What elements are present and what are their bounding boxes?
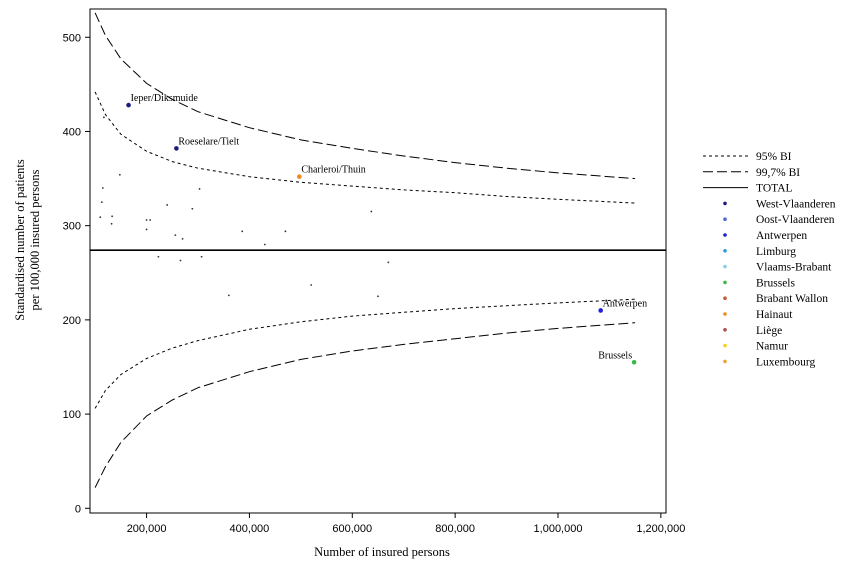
legend-label-antwerpen: Antwerpen xyxy=(756,230,807,242)
legend-swatch-west-vlaanderen xyxy=(723,201,727,206)
band-95-upper xyxy=(94,91,636,204)
data-point xyxy=(99,216,102,219)
data-point xyxy=(145,219,148,221)
legend-swatch-hainaut xyxy=(723,312,727,316)
y-tick-label: 300 xyxy=(63,221,81,233)
x-axis-title: Number of insured persons xyxy=(314,545,450,559)
annotation-antwerpen: Antwerpen xyxy=(603,298,647,309)
legend-label-namur: Namur xyxy=(756,341,788,353)
data-point xyxy=(149,219,152,221)
legend-label-hainaut: Hainaut xyxy=(756,309,793,321)
y-axis-title-line-2: per 100,000 insured persons xyxy=(28,169,42,310)
legend-label-total: TOTAL xyxy=(756,183,793,195)
point-roeselare-tielt xyxy=(174,146,179,151)
legend-label-brabant-wallon: Brabant Wallon xyxy=(756,293,828,305)
data-point xyxy=(377,295,379,298)
data-point xyxy=(227,294,230,297)
data-point xyxy=(284,230,287,233)
y-tick-label: 0 xyxy=(75,503,81,515)
x-tick-label: 1,200,000 xyxy=(636,523,685,535)
y-tick-label: 100 xyxy=(63,409,81,421)
point-brussels xyxy=(631,359,637,365)
legend-label-li-ge: Liège xyxy=(756,325,782,337)
data-point xyxy=(101,187,104,189)
annotation-ieper-diksmuide: Ieper/Diksmuide xyxy=(131,93,199,104)
data-point xyxy=(174,234,177,236)
annotation-roeselare-tielt: Roeselare/Tielt xyxy=(178,136,239,147)
legend-swatch-namur xyxy=(723,343,727,348)
data-point xyxy=(166,204,169,206)
legend-label-luxembourg: Luxembourg xyxy=(756,356,815,368)
data-point xyxy=(111,215,114,218)
data-point xyxy=(310,284,313,286)
plot-frame xyxy=(89,8,667,514)
legend-label-95-bi: 95% BI xyxy=(756,151,792,163)
annotation-charleroi-thuin: Charleroi/Thuin xyxy=(301,165,365,176)
y-tick-label: 400 xyxy=(63,126,81,138)
legend: 95% BI 99,7% BI TOTAL West-Vlaanderen Oost-V… xyxy=(703,151,836,368)
data-point xyxy=(370,210,373,213)
data-point xyxy=(387,261,390,264)
x-tick-label: 600,000 xyxy=(332,523,372,535)
data-point xyxy=(110,222,113,225)
x-tick-label: 200,000 xyxy=(127,523,167,535)
data-point xyxy=(181,237,184,240)
x-axis: 200,000 400,000 600,000 800,000 1,000,000 1,2… xyxy=(127,513,685,535)
y-axis-title-line-1: Standardised number of patients xyxy=(13,159,27,321)
data-point xyxy=(200,255,203,258)
point-charleroi-thuin xyxy=(297,174,302,179)
data-point xyxy=(191,207,194,210)
data-point xyxy=(100,201,103,204)
x-tick-label: 1,000,000 xyxy=(534,523,583,535)
y-tick-label: 200 xyxy=(63,315,81,327)
band-95-lower xyxy=(94,298,636,409)
legend-swatch-li-ge xyxy=(723,328,727,332)
legend-swatch-luxembourg xyxy=(723,359,727,364)
data-point xyxy=(157,255,160,258)
legend-label-oost-vlaanderen: Oost-Vlaanderen xyxy=(756,214,835,226)
legend-swatch-oost-vlaanderen xyxy=(723,217,727,221)
point-ieper-diksmuide xyxy=(126,102,131,108)
legend-swatch-antwerpen xyxy=(723,233,727,237)
x-tick-label: 800,000 xyxy=(435,523,475,535)
data-point xyxy=(241,230,244,233)
legend-label-vlaams-brabant: Vlaams-Brabant xyxy=(756,262,832,274)
data-point xyxy=(118,173,121,176)
legend-label-brussels: Brussels xyxy=(756,277,796,289)
legend-swatch-brussels xyxy=(723,280,727,285)
legend-label-west-vlaanderen: West-Vlaanderen xyxy=(756,198,836,210)
y-tick-label: 500 xyxy=(63,32,81,44)
legend-swatch-vlaams-brabant xyxy=(723,264,727,269)
data-points xyxy=(99,102,637,365)
y-axis: 0 100 200 300 400 500 xyxy=(63,32,90,515)
point-annotations: Ieper/Diksmuide Roeselare/Tielt Charleroi/… xyxy=(131,93,648,361)
data-point xyxy=(145,228,148,231)
point-antwerpen xyxy=(598,308,603,313)
band-997-upper xyxy=(94,12,636,180)
data-point xyxy=(179,259,182,262)
confidence-bands xyxy=(94,12,636,488)
band-997-lower xyxy=(94,322,636,488)
data-point xyxy=(263,243,266,246)
legend-label-limburg: Limburg xyxy=(756,246,796,258)
x-tick-label: 400,000 xyxy=(230,523,270,535)
data-point xyxy=(102,116,105,119)
annotation-brussels: Brussels xyxy=(598,350,632,361)
legend-swatch-brabant-wallon xyxy=(723,296,727,301)
legend-swatch-limburg xyxy=(723,249,727,253)
data-point xyxy=(198,188,201,190)
legend-label-99-7-bi: 99,7% BI xyxy=(756,167,800,179)
